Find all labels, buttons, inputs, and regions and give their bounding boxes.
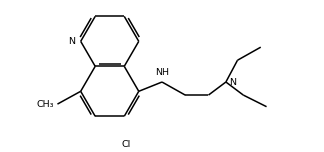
Text: N: N <box>229 78 237 86</box>
Text: NH: NH <box>155 68 169 77</box>
Text: N: N <box>68 37 75 46</box>
Text: Cl: Cl <box>121 140 130 149</box>
Text: CH₃: CH₃ <box>37 100 54 109</box>
